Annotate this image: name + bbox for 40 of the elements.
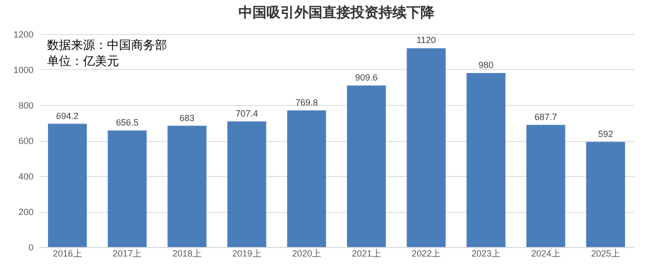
data-label: 1120 — [416, 35, 436, 46]
annotation: 数据来源：中国商务部 — [47, 38, 167, 52]
x-tick-label: 2017上 — [112, 248, 142, 258]
data-label: 980 — [478, 60, 494, 70]
x-tick-label: 2018上 — [172, 248, 202, 258]
data-label: 707.4 — [236, 108, 258, 118]
x-tick-label: 2019上 — [232, 248, 262, 258]
y-tick-label: 200 — [18, 207, 34, 217]
data-label: 656.5 — [116, 117, 138, 128]
y-tick-label: 400 — [18, 172, 34, 182]
bar — [48, 124, 87, 247]
data-label: 769.8 — [295, 97, 318, 108]
bar — [526, 124, 566, 247]
x-tick-label: 2020上 — [292, 248, 322, 258]
y-tick-label: 800 — [18, 100, 34, 110]
data-label: 683 — [179, 112, 195, 123]
x-tick-label: 2023上 — [471, 248, 501, 258]
bar — [287, 110, 326, 247]
data-label: 687.7 — [534, 112, 558, 122]
y-tick-label: 1200 — [13, 30, 34, 40]
data-label: 909.6 — [355, 72, 378, 83]
y-tick-label: 1000 — [13, 65, 34, 75]
chart-title: 中国吸引外国直接投资持续下降 — [238, 4, 436, 21]
bar — [227, 121, 266, 247]
y-tick-label: 0 — [28, 242, 34, 252]
x-tick-label: 2025上 — [591, 248, 620, 258]
x-tick-label: 2021上 — [352, 248, 381, 258]
annotation: 单位：亿美元 — [47, 54, 119, 68]
bar — [406, 48, 446, 247]
bar — [108, 130, 147, 247]
x-tick-label: 2024上 — [531, 248, 560, 258]
x-tick-label: 2016上 — [52, 248, 82, 258]
bar — [466, 73, 506, 247]
bar — [346, 86, 386, 247]
bar — [586, 142, 626, 247]
y-tick-label: 600 — [18, 136, 34, 146]
data-label: 592 — [598, 128, 614, 139]
bar — [168, 126, 206, 247]
data-label: 694.2 — [56, 110, 79, 121]
x-tick-label: 2022上 — [412, 248, 441, 258]
